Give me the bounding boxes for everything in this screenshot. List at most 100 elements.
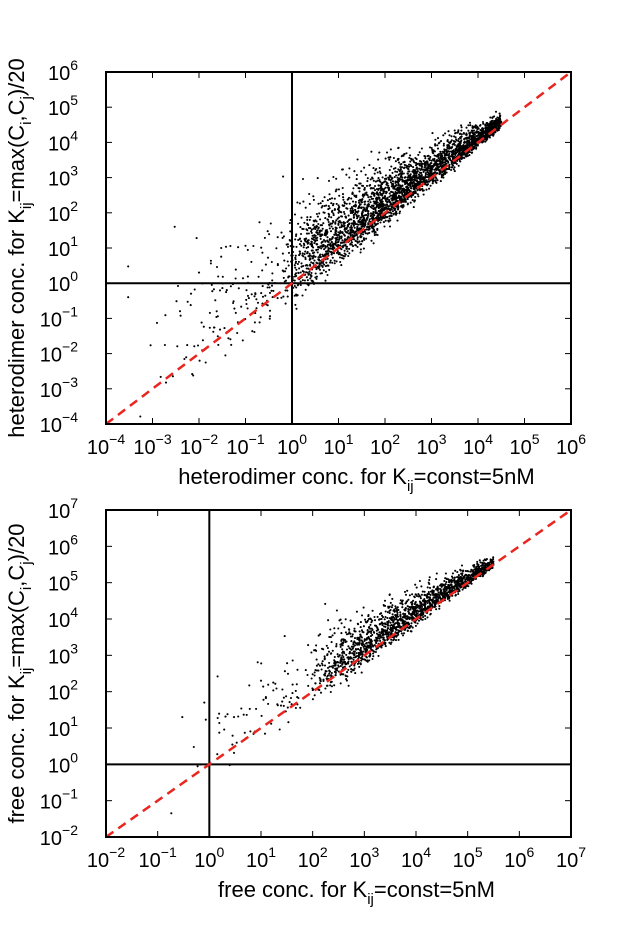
scatter-point xyxy=(360,200,363,203)
scatter-point xyxy=(383,599,387,602)
scatter-point xyxy=(419,609,422,612)
scatter-point xyxy=(377,194,380,197)
scatter-point xyxy=(384,219,387,222)
scatter-point xyxy=(359,621,362,624)
scatter-point xyxy=(379,172,382,175)
scatter-point xyxy=(341,168,344,171)
scatter-point xyxy=(343,228,346,231)
scatter-point xyxy=(337,231,340,234)
scatter-point xyxy=(399,184,402,187)
scatter-point xyxy=(404,607,407,610)
scatter-point xyxy=(347,628,351,631)
scatter-point xyxy=(369,178,372,181)
scatter-point xyxy=(325,644,328,647)
scatter-point xyxy=(264,697,267,700)
scatter-point xyxy=(340,254,344,257)
scatter-point xyxy=(383,216,386,220)
scatter-point xyxy=(361,642,364,646)
scatter-point xyxy=(428,596,432,599)
scatter-point xyxy=(294,689,297,692)
scatter-point xyxy=(387,184,390,187)
scatter-point xyxy=(405,179,408,182)
scatter-point xyxy=(450,168,453,172)
scatter-point xyxy=(310,271,313,275)
scatter-point xyxy=(345,202,348,205)
scatter-point xyxy=(475,134,478,138)
scatter-point xyxy=(197,271,201,274)
scatter-point xyxy=(345,662,348,665)
scatter-point xyxy=(373,189,377,192)
scatter-point xyxy=(305,232,309,235)
scatter-point xyxy=(267,702,270,705)
scatter-point xyxy=(366,177,369,180)
scatter-point xyxy=(434,171,437,174)
scatter-point xyxy=(450,135,453,138)
scatter-point xyxy=(393,187,396,190)
scatter-point xyxy=(401,170,404,173)
scatter-point xyxy=(295,683,298,686)
scatter-point xyxy=(173,225,176,228)
scatter-point xyxy=(176,345,179,348)
scatter-point xyxy=(282,235,285,238)
scatter-point xyxy=(354,672,357,675)
scatter-point xyxy=(422,616,425,619)
scatter-point xyxy=(355,178,358,181)
scatter-point xyxy=(328,237,331,241)
scatter-point xyxy=(352,669,355,672)
scatter-point xyxy=(366,216,369,219)
scatter-point xyxy=(330,247,333,250)
scatter-point xyxy=(334,237,337,240)
scatter-point xyxy=(404,199,407,202)
scatter-point xyxy=(305,276,308,279)
scatter-point xyxy=(360,235,363,238)
scatter-point xyxy=(304,288,307,291)
scatter-point xyxy=(419,168,422,172)
scatter-point xyxy=(426,616,429,619)
scatter-point xyxy=(450,139,453,142)
scatter-point xyxy=(330,680,333,683)
scatter-point xyxy=(332,220,335,223)
scatter-point xyxy=(497,121,500,125)
scatter-point xyxy=(437,154,440,157)
scatter-point xyxy=(429,155,432,159)
scatter-point xyxy=(267,683,270,686)
scatter-point xyxy=(386,620,389,624)
x-tick-label: 10−1 xyxy=(226,431,264,459)
scatter-point xyxy=(371,657,374,661)
scatter-point xyxy=(399,168,402,171)
scatter-point xyxy=(340,231,344,234)
scatter-point xyxy=(448,134,451,137)
scatter-point xyxy=(354,244,357,247)
scatter-point xyxy=(497,117,500,120)
scatter-point xyxy=(356,654,359,658)
x-tick-label: 105 xyxy=(509,431,539,459)
scatter-point xyxy=(349,632,352,635)
scatter-point xyxy=(478,135,481,138)
scatter-point xyxy=(291,659,294,662)
scatter-point xyxy=(333,262,336,265)
scatter-point xyxy=(388,611,391,615)
scatter-point xyxy=(431,182,434,185)
scatter-point xyxy=(310,279,313,282)
scatter-point xyxy=(414,624,417,627)
scatter-point xyxy=(403,590,407,593)
scatter-point xyxy=(336,251,339,254)
scatter-point xyxy=(390,212,393,215)
scatter-point xyxy=(296,262,299,266)
scatter-point xyxy=(298,250,301,253)
scatter-point xyxy=(308,252,311,255)
scatter-point xyxy=(403,153,406,156)
scatter-point xyxy=(311,689,314,692)
scatter-point xyxy=(301,227,304,230)
scatter-point xyxy=(378,196,381,199)
scatter-point xyxy=(319,224,322,227)
scatter-point xyxy=(313,694,316,697)
scatter-point xyxy=(340,235,343,238)
scatter-point xyxy=(410,165,413,168)
scatter-point xyxy=(330,202,333,205)
scatter-point xyxy=(345,633,349,636)
scatter-point xyxy=(350,206,353,209)
scatter-point xyxy=(464,586,467,589)
scatter-point xyxy=(284,270,287,273)
scatter-point xyxy=(394,167,397,170)
